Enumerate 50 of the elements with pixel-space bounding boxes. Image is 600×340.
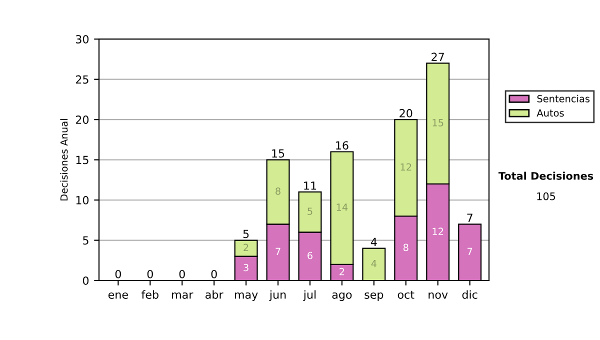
data-label: 7 [468, 248, 472, 256]
data-label: 2 [244, 244, 248, 251]
data-label: 2 [340, 268, 344, 276]
text: 105 [537, 192, 556, 200]
x-tick-label: nov [428, 292, 448, 299]
legend-label: Autos [536, 109, 564, 117]
legend-label: Sentencias [537, 94, 590, 102]
data-label: 7 [276, 248, 280, 256]
y-tick-label: 30 [76, 35, 89, 44]
data-label: 14 [336, 204, 348, 211]
x-tick-label: sep [364, 292, 384, 301]
data-label: 15 [432, 119, 444, 126]
x-tick-label: ago [332, 292, 352, 301]
total-label: 11 [304, 182, 316, 190]
data-label: 4 [371, 260, 376, 268]
x-tick-label: feb [142, 290, 158, 299]
y-tick-label: 25 [76, 75, 88, 84]
text: Total Decisiones [498, 172, 594, 180]
x-tick-label: jul [303, 290, 316, 301]
total-label: 5 [243, 230, 249, 238]
data-label: 12 [400, 163, 412, 171]
y-tick-label: 0 [82, 276, 89, 285]
total-label: 16 [336, 141, 348, 150]
data-label: 8 [403, 244, 408, 252]
y-tick-label: 15 [76, 156, 88, 164]
total-label: 7 [467, 214, 472, 222]
data-label: 3 [244, 264, 248, 272]
data-label: 6 [308, 252, 312, 260]
x-tick-label: may [234, 292, 258, 301]
data-label: 8 [276, 187, 280, 195]
x-tick-label: jun [269, 290, 286, 301]
total-label: 0 [115, 270, 121, 278]
x-tick-label: abr [206, 290, 224, 299]
total-label: 0 [147, 270, 153, 278]
data-label: 5 [308, 208, 312, 215]
x-tick-label: oct [398, 290, 414, 299]
x-tick-label: mar [172, 292, 194, 299]
total-label: 20 [400, 109, 412, 118]
total-label: 4 [370, 238, 377, 246]
total-label: 15 [272, 149, 284, 158]
total-label: 0 [211, 270, 217, 278]
y-axis-title: Decisiones Anual [60, 119, 68, 200]
y-tick-label: 5 [83, 236, 88, 245]
x-tick-label: ene [108, 292, 128, 299]
y-tick-label: 10 [76, 196, 89, 204]
total-label: 0 [179, 270, 185, 278]
y-tick-label: 20 [76, 116, 89, 124]
total-label: 27 [432, 52, 444, 61]
x-tick-label: dic [462, 290, 478, 299]
data-label: 12 [432, 228, 444, 235]
